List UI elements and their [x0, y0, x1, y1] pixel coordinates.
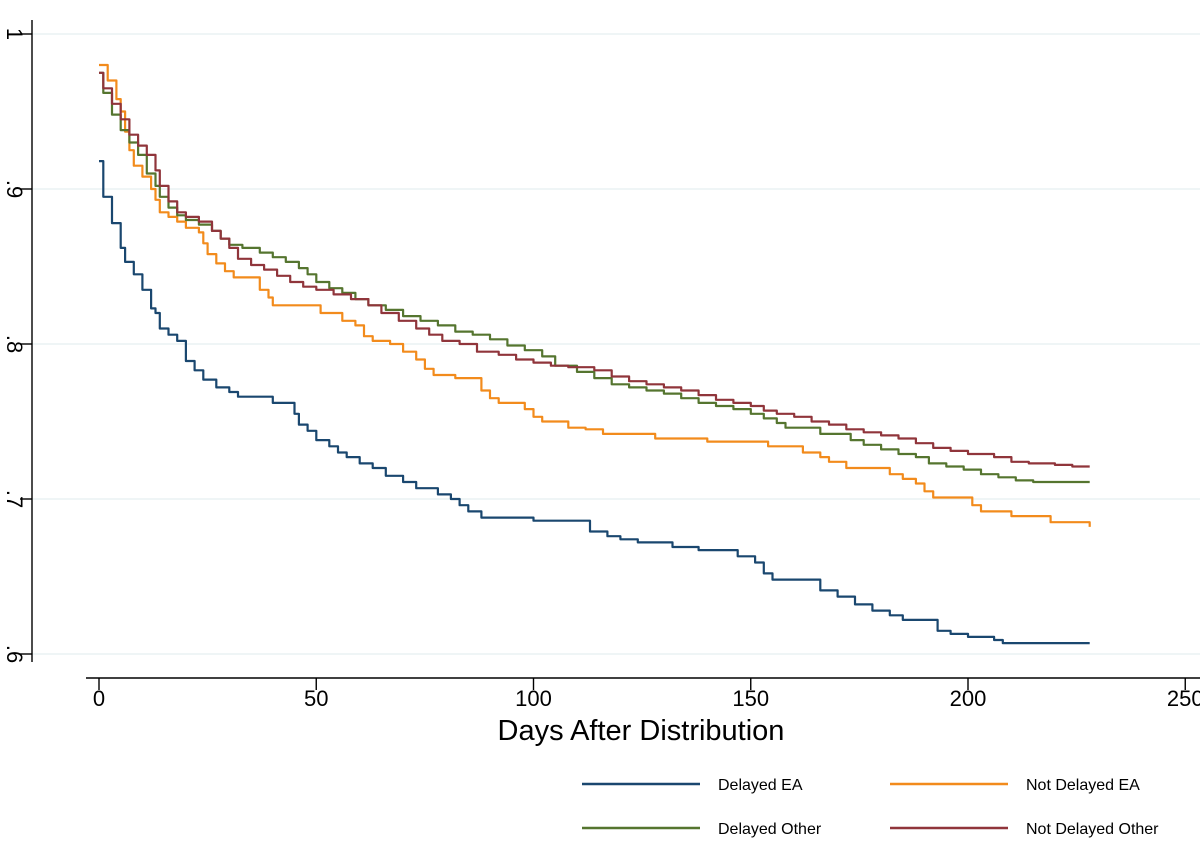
series-line-0: [99, 160, 1090, 645]
series-line-3: [99, 71, 1090, 468]
axes: [20, 20, 1200, 690]
legend: Delayed EA Not Delayed EA Delayed Other Not…: [582, 777, 1159, 838]
y-tick-label-3: .9: [2, 180, 27, 198]
x-tick-label-2: 100: [515, 686, 552, 711]
legend-label-1: Not Delayed EA: [1026, 777, 1140, 794]
legend-label-2: Delayed Other: [718, 821, 822, 838]
legend-label-0: Delayed EA: [718, 777, 803, 794]
x-tick-label-4: 200: [950, 686, 987, 711]
series-line-1: [99, 63, 1091, 527]
y-tick-label-2: .8: [2, 335, 27, 353]
x-axis-title: Days After Distribution: [498, 715, 785, 747]
x-tick-label-3: 150: [732, 686, 769, 711]
legend-label-3: Not Delayed Other: [1026, 821, 1159, 838]
gridlines: [32, 33, 1200, 655]
x-tick-label-5: 250: [1167, 686, 1200, 711]
y-tick-label-0: .6: [2, 645, 27, 663]
series-line-2: [99, 71, 1090, 484]
tick-labels: .6 .7 .8 .9 1 0 50 100 150 200 250: [2, 28, 1200, 711]
series-lines: [99, 63, 1091, 645]
y-tick-label-1: .7: [2, 490, 27, 508]
x-tick-label-0: 0: [93, 686, 105, 711]
x-tick-label-1: 50: [304, 686, 328, 711]
y-tick-label-4: 1: [2, 28, 27, 40]
